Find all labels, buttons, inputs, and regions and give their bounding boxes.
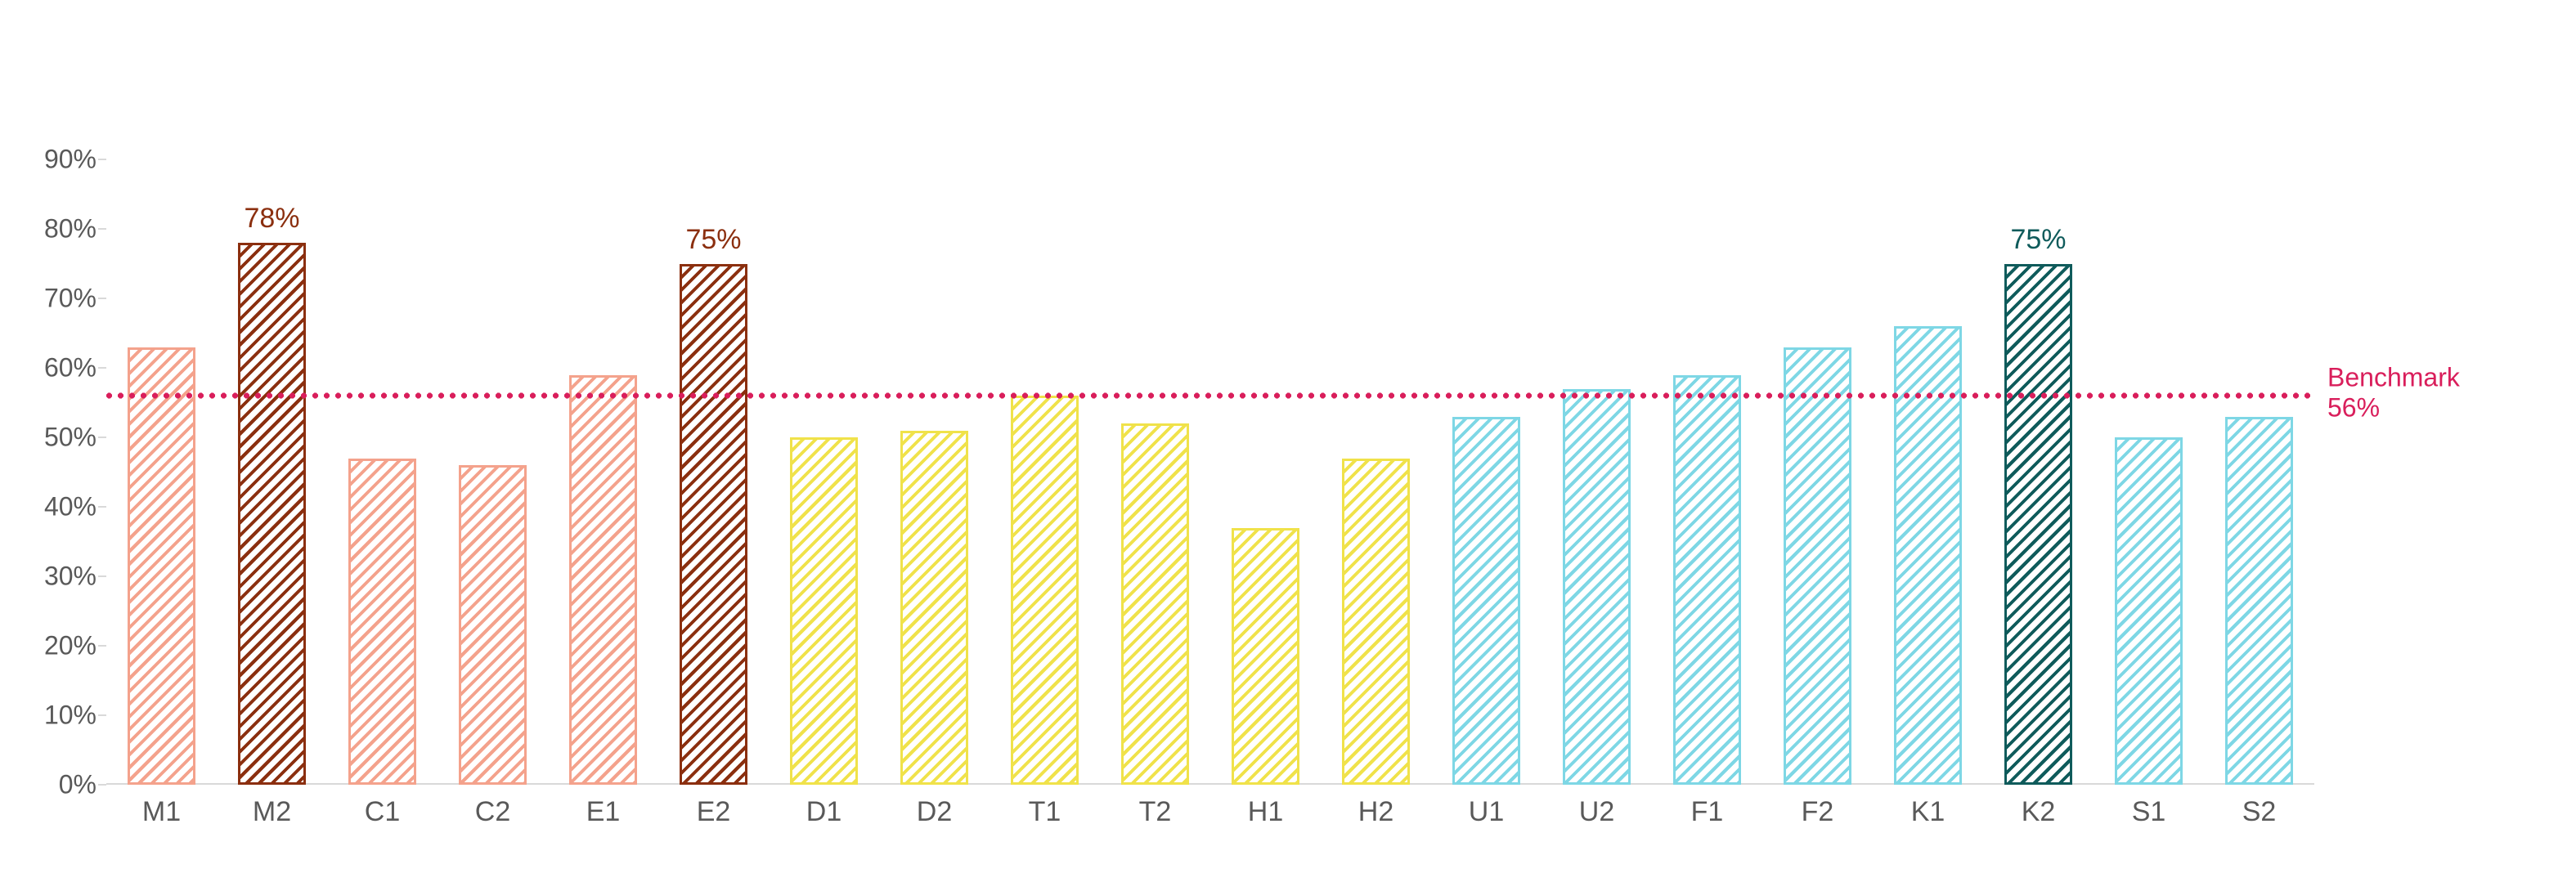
x-tick-label: S2 bbox=[2242, 785, 2277, 828]
bar bbox=[1452, 417, 1521, 786]
bar-outline bbox=[348, 459, 417, 786]
x-tick-label: C2 bbox=[475, 785, 510, 828]
bar-value-label: 78% bbox=[244, 203, 299, 235]
x-tick-label: C1 bbox=[365, 785, 400, 828]
bar bbox=[1784, 347, 1852, 786]
x-tick-label: T2 bbox=[1139, 785, 1172, 828]
y-tick-label: 70% bbox=[44, 284, 106, 314]
y-tick-mark bbox=[98, 575, 106, 577]
benchmark-label-value: 56% bbox=[2327, 392, 2460, 423]
y-tick-label: 60% bbox=[44, 353, 106, 383]
bar bbox=[1563, 389, 1631, 786]
benchmark-line bbox=[106, 393, 2314, 399]
y-tick-label: 50% bbox=[44, 423, 106, 453]
x-tick-label: S1 bbox=[2132, 785, 2166, 828]
y-tick-mark bbox=[98, 228, 106, 230]
y-tick-label: 30% bbox=[44, 562, 106, 592]
bar bbox=[680, 264, 748, 786]
y-tick-mark bbox=[98, 714, 106, 716]
y-tick-label: 20% bbox=[44, 631, 106, 661]
x-tick-label: D2 bbox=[917, 785, 952, 828]
bar-value-label: 75% bbox=[2010, 224, 2066, 256]
x-tick-label: E2 bbox=[697, 785, 731, 828]
x-tick-label: K1 bbox=[1911, 785, 1945, 828]
bar bbox=[348, 459, 417, 786]
bar-outline bbox=[1121, 423, 1190, 785]
bar bbox=[1232, 528, 1300, 786]
bar bbox=[2115, 437, 2183, 785]
bar-outline bbox=[1232, 528, 1300, 786]
bar-outline bbox=[459, 465, 527, 785]
y-tick-label: 10% bbox=[44, 701, 106, 731]
bar bbox=[1673, 375, 1742, 786]
bar-value-label: 75% bbox=[685, 224, 741, 256]
bar-outline bbox=[1452, 417, 1521, 786]
bar bbox=[900, 431, 969, 786]
benchmark-label: Benchmark 56% bbox=[2314, 362, 2460, 423]
x-tick-label: F2 bbox=[1802, 785, 1834, 828]
bar bbox=[1342, 459, 1411, 786]
bar-outline bbox=[128, 347, 196, 786]
bar-outline bbox=[2115, 437, 2183, 785]
y-tick-label: 80% bbox=[44, 214, 106, 244]
y-tick-mark bbox=[98, 298, 106, 299]
bar-outline bbox=[1784, 347, 1852, 786]
bar bbox=[128, 347, 196, 786]
y-tick-mark bbox=[98, 506, 106, 508]
x-tick-label: D1 bbox=[806, 785, 841, 828]
x-tick-label: K2 bbox=[2022, 785, 2056, 828]
x-tick-label: H1 bbox=[1248, 785, 1283, 828]
bar bbox=[569, 375, 638, 786]
y-tick-label: 40% bbox=[44, 492, 106, 522]
y-tick-mark bbox=[98, 159, 106, 160]
bar-outline bbox=[790, 437, 859, 785]
benchmark-label-text: Benchmark bbox=[2327, 362, 2460, 392]
x-tick-label: F1 bbox=[1691, 785, 1724, 828]
y-tick-mark bbox=[98, 367, 106, 369]
bars-layer bbox=[106, 159, 2314, 785]
x-tick-label: E1 bbox=[586, 785, 621, 828]
bar bbox=[2004, 264, 2073, 786]
bar bbox=[238, 243, 307, 785]
bar-outline bbox=[238, 243, 307, 785]
x-tick-label: M2 bbox=[253, 785, 291, 828]
bar bbox=[459, 465, 527, 785]
bar-outline bbox=[1673, 375, 1742, 786]
bar bbox=[1011, 396, 1079, 785]
bar-outline bbox=[569, 375, 638, 786]
bar-outline bbox=[680, 264, 748, 786]
y-tick-mark bbox=[98, 645, 106, 647]
chart-container: Benchmark 56% 0%10%20%30%40%50%60%70%80%… bbox=[0, 0, 2576, 891]
x-tick-label: T1 bbox=[1029, 785, 1061, 828]
y-tick-mark bbox=[98, 437, 106, 438]
y-tick-mark bbox=[98, 784, 106, 786]
x-tick-label: U1 bbox=[1469, 785, 1504, 828]
bar-outline bbox=[1011, 396, 1079, 785]
bar bbox=[2225, 417, 2294, 786]
y-tick-label: 90% bbox=[44, 145, 106, 175]
bar-outline bbox=[900, 431, 969, 786]
bar-outline bbox=[2004, 264, 2073, 786]
bar-outline bbox=[2225, 417, 2294, 786]
x-tick-label: M1 bbox=[142, 785, 181, 828]
bar bbox=[790, 437, 859, 785]
bar-outline bbox=[1563, 389, 1631, 786]
plot-area: Benchmark 56% 0%10%20%30%40%50%60%70%80%… bbox=[106, 159, 2314, 785]
x-tick-label: H2 bbox=[1358, 785, 1393, 828]
bar bbox=[1121, 423, 1190, 785]
bar-outline bbox=[1342, 459, 1411, 786]
x-tick-label: U2 bbox=[1579, 785, 1614, 828]
